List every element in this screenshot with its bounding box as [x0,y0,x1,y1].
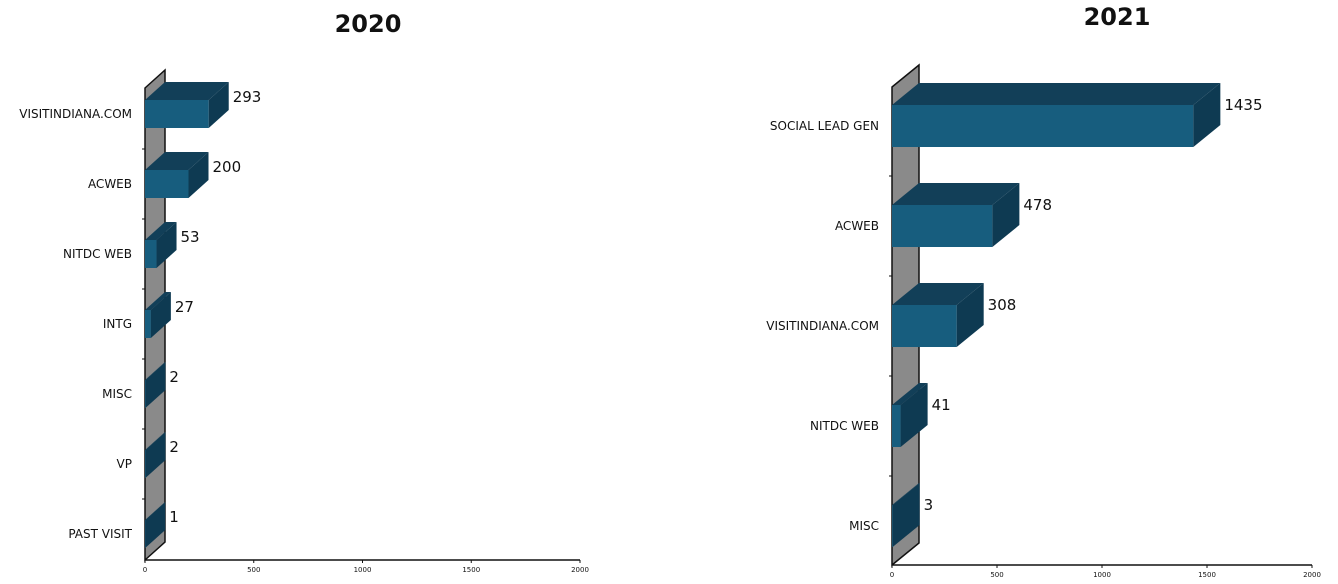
bar [892,283,984,347]
data-label: 53 [181,228,200,246]
bar [145,292,171,338]
category-label: VISITINDIANA.COM [19,107,132,121]
bar-side-face [150,292,171,338]
data-label: 2 [169,438,179,456]
bar-front-face [892,405,901,447]
data-label: 478 [1023,196,1052,214]
x-tick-label: 1500 [1198,571,1216,579]
bar-front-face [145,170,189,198]
bar-side-face [145,432,166,478]
bar-side-face [156,222,177,268]
category-label: VISITINDIANA.COM [766,319,879,333]
category-label: MISC [849,519,879,533]
bar-side-face [145,502,166,548]
data-label: 3 [924,496,934,514]
x-tick-label: 1000 [354,566,372,574]
data-label: 2 [169,368,179,386]
bar-side-face [188,152,209,198]
data-label: 1435 [1224,96,1262,114]
x-tick-label: 0 [890,571,894,579]
bar-top-face [145,222,177,240]
x-tick-label: 1000 [1093,571,1111,579]
bar-front-face [892,305,957,347]
category-label: MISC [102,387,132,401]
x-tick-label: 500 [990,571,1003,579]
bar-top-face [892,83,1221,105]
bar-side-face [956,283,984,347]
category-label: NITDC WEB [810,419,879,433]
bar-front-face [145,240,157,268]
bar [145,362,166,408]
chart-title: 2020 [335,10,402,38]
bar-side-face [892,483,920,547]
data-label: 200 [213,158,242,176]
bar-top-face [145,82,229,100]
category-label: ACWEB [835,219,879,233]
bar-top-face [145,432,166,450]
bar [892,383,928,447]
data-label: 308 [988,296,1017,314]
bar-top-face [145,292,171,310]
category-label: PAST VISIT [68,527,132,541]
bar-top-face [892,283,984,305]
x-tick-label: 2000 [571,566,589,574]
bar [892,183,1020,247]
category-label: INTG [103,317,132,331]
chart-title: 2021 [1084,3,1151,31]
bar-side-face [208,82,229,128]
bar-side-face [900,383,928,447]
chart-2021: 2021 0 500 1000 1500 2000 SOCIAL LEAD GEN 1435… [766,3,1321,579]
bar-top-face [145,362,166,380]
bar [892,83,1221,147]
bar-top-face [892,483,920,505]
x-tick-label: 0 [143,566,147,574]
x-tick-label: 2000 [1303,571,1321,579]
bar [145,432,166,478]
bar-side-face [992,183,1020,247]
category-label: VP [117,457,132,471]
bar-top-face [892,383,928,405]
bar-side-face [1193,83,1221,147]
bar-front-face [145,380,146,408]
bar-front-face [892,505,893,547]
bar-front-face [892,105,1194,147]
category-label: ACWEB [88,177,132,191]
data-label: 41 [932,396,951,414]
chart-2020: 2020 0 500 1000 1500 2000 VISITINDIANA.COM 293… [19,10,589,574]
bar-front-face [145,450,146,478]
bar-top-face [892,183,1020,205]
bar-top-face [145,502,166,520]
data-label: 293 [233,88,262,106]
bar-side-face [145,362,166,408]
bar [145,82,229,128]
x-tick-label: 500 [247,566,260,574]
bar-top-face [145,152,209,170]
data-label: 1 [169,508,179,526]
data-label: 27 [175,298,194,316]
category-label: NITDC WEB [63,247,132,261]
bar-front-face [145,100,209,128]
bar-front-face [892,205,993,247]
bar [145,152,209,198]
bar [145,222,177,268]
bar-front-face [145,310,151,338]
x-tick-label: 1500 [462,566,480,574]
bar [145,502,166,548]
category-label: SOCIAL LEAD GEN [770,119,879,133]
bar [892,483,920,547]
